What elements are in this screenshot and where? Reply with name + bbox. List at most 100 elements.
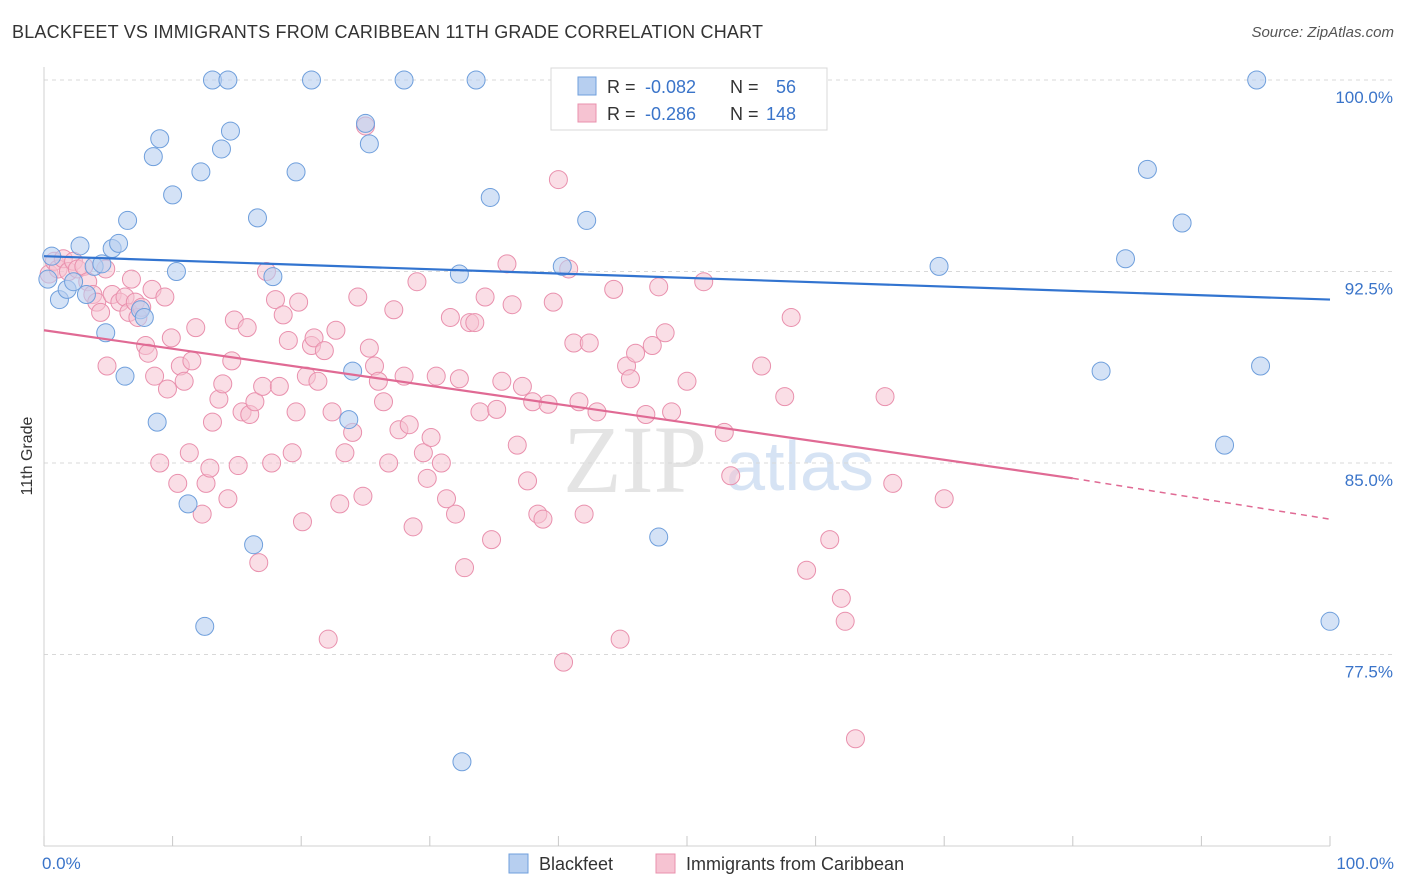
caribbean-point [455,558,475,578]
caribbean-point [662,402,682,422]
caribbean-point [934,489,954,509]
blackfeet-point [1215,435,1235,455]
x-tick-label-right: 100.0% [1336,854,1394,873]
caribbean-point [222,351,242,371]
watermark-zip: ZIP [563,406,707,513]
caribbean-point [174,371,194,391]
caribbean-point [449,369,469,389]
caribbean-point [437,489,457,509]
caribbean-point [835,611,855,631]
y-tick-label-0: 100.0% [1335,88,1393,107]
caribbean-point [642,336,662,356]
caribbean-point [533,509,553,529]
blackfeet-point [449,264,469,284]
blackfeet-point [195,616,215,636]
blackfeet-point [1251,356,1271,376]
y-tick-label-3: 77.5% [1345,663,1393,682]
caribbean-point [579,333,599,353]
source-credit: Source: ZipAtlas.com [1251,24,1394,41]
blackfeet-point [96,323,116,343]
caribbean-point [249,553,269,573]
caribbean-point [403,517,423,537]
caribbean-point [237,318,257,338]
y-tick-labels: 100.0% 92.5% 85.0% 77.5% [1335,88,1393,682]
caribbean-point [518,471,538,491]
blackfeet-point [218,70,238,90]
blackfeet-point [577,210,597,230]
caribbean-point [374,392,394,412]
caribbean-point [636,404,656,424]
caribbean-point [308,371,328,391]
legend-swatch-blue [577,76,597,96]
caribbean-trend-line [43,329,1073,480]
y-axis-label: 11th Grade [19,416,36,495]
caribbean-point [649,277,669,297]
caribbean-point [417,468,437,488]
caribbean-point [407,272,427,292]
blackfeet-point [134,307,154,327]
legend-r-label-1: R = [607,77,636,97]
caribbean-point [655,323,675,343]
blackfeet-point [929,256,949,276]
caribbean-point [677,371,697,391]
legend-n-value-1: 56 [776,77,796,97]
caribbean-point [213,374,233,394]
trend-lines [43,255,1331,520]
blackfeet-point [191,162,211,182]
caribbean-point [97,356,117,376]
legend-n-value-2: 148 [766,104,796,124]
caribbean-point [379,453,399,473]
caribbean-point [497,254,517,274]
caribbean-point [399,415,419,435]
legend-r-label-2: R = [607,104,636,124]
caribbean-point [781,307,801,327]
blackfeet-point [339,410,359,430]
blackfeet-point [263,267,283,287]
blackfeet-point [1320,611,1340,631]
legend-r-value-1: -0.082 [645,77,696,97]
caribbean-point [384,300,404,320]
blackfeet-point [211,139,231,159]
caribbean-point [465,313,485,333]
caribbean-point [554,652,574,672]
caribbean-point [775,387,795,407]
caribbean-point [714,422,734,442]
caribbean-point [265,290,285,310]
caribbean-point [845,729,865,749]
blackfeet-point [1116,249,1136,269]
caribbean-point [286,402,306,422]
blackfeet-point [301,70,321,90]
caribbean-point [245,392,265,412]
blackfeet-point [38,269,58,289]
blackfeet-point [244,535,264,555]
caribbean-point [487,399,507,419]
caribbean-point [626,343,646,363]
caribbean-point [179,443,199,463]
blackfeet-point [178,494,198,514]
blackfeet-point [143,147,163,167]
blackfeet-point [70,236,90,256]
y-tick-label-2: 85.0% [1345,471,1393,490]
caribbean-point [353,486,373,506]
bottom-legend: Blackfeet Immigrants from Caribbean [508,853,904,874]
caribbean-point [262,453,282,473]
legend-r-value-2: -0.286 [645,104,696,124]
caribbean-point [574,504,594,524]
blackfeet-point [147,412,167,432]
caribbean-point [335,443,355,463]
caribbean-point [314,341,334,361]
caribbean-point [273,305,293,325]
blackfeet-point [76,284,96,304]
blackfeet-point [118,210,138,230]
caribbean-point [620,369,640,389]
caribbean-point [228,456,248,476]
caribbean-point [752,356,772,376]
caribbean-point [330,494,350,514]
blackfeet-point [649,527,669,547]
caribbean-point [883,473,903,493]
caribbean-point [694,272,714,292]
caribbean-point [548,170,568,190]
caribbean-point [121,269,141,289]
caribbean-point [192,504,212,524]
caribbean-point [604,279,624,299]
